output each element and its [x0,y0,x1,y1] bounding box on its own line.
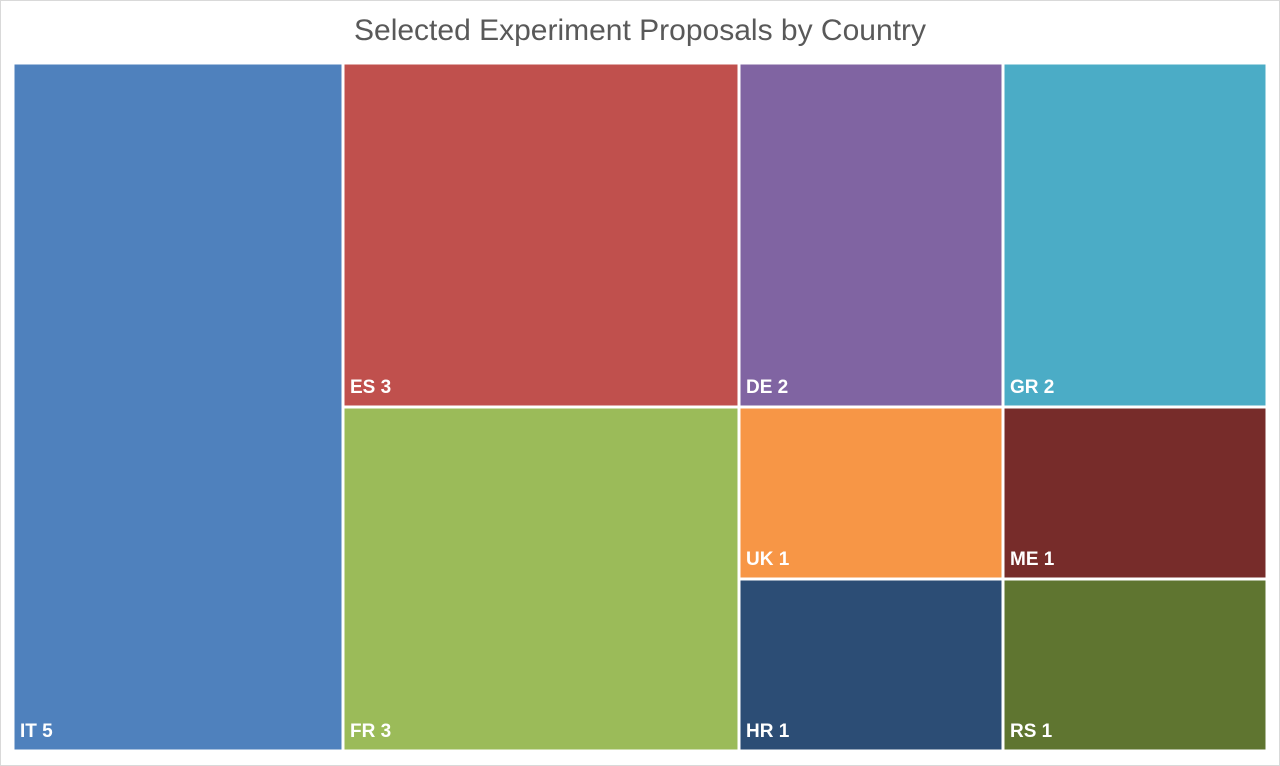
tile-rect-uk [737,405,1005,581]
tile-label-uk: UK 1 [746,549,790,570]
tile-rect-rs [1001,577,1269,753]
tile-rs: RS 1 [1001,577,1269,753]
tile-es: ES 3 [341,61,741,409]
tile-rect-fr [341,405,741,753]
tile-label-rs: RS 1 [1010,721,1053,742]
tile-uk: UK 1 [737,405,1005,581]
tile-it: IT 5 [11,61,345,753]
tile-rect-it [11,61,345,753]
tile-label-de: DE 2 [746,377,788,398]
tile-de: DE 2 [737,61,1005,409]
tile-rect-hr [737,577,1005,753]
tile-me: ME 1 [1001,405,1269,581]
tile-rect-es [341,61,741,409]
tile-label-hr: HR 1 [746,721,790,742]
tile-gr: GR 2 [1001,61,1269,409]
tile-fr: FR 3 [341,405,741,753]
tile-label-it: IT 5 [20,721,53,742]
tile-hr: HR 1 [737,577,1005,753]
tile-label-fr: FR 3 [350,721,391,742]
tile-rect-gr [1001,61,1269,409]
tile-label-me: ME 1 [1010,549,1055,570]
tile-label-gr: GR 2 [1010,377,1054,398]
chart-title: Selected Experiment Proposals by Country [354,14,926,47]
tile-rect-de [737,61,1005,409]
tile-label-es: ES 3 [350,377,391,398]
